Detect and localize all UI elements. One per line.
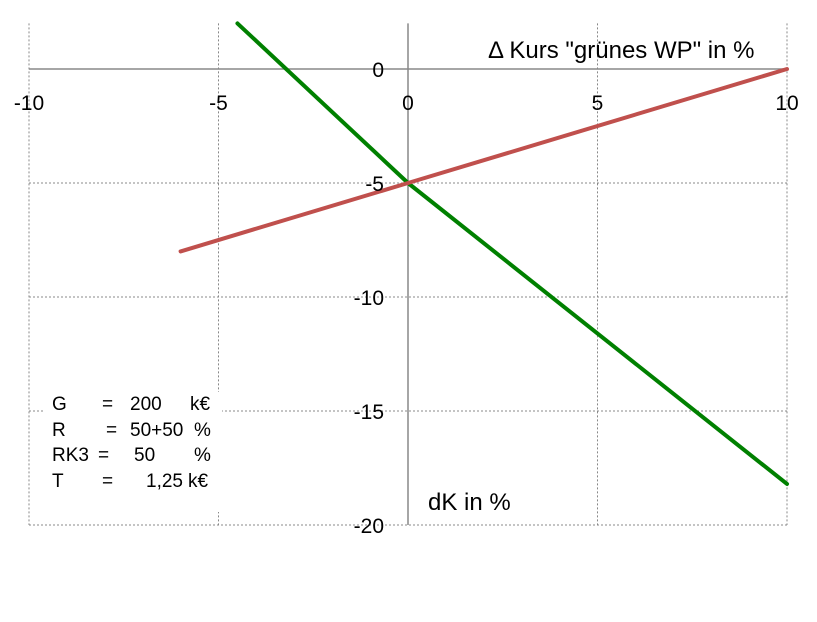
series-line-2 (178, 67, 789, 254)
y-tick-label: -10 (354, 287, 384, 310)
param-unit: k€ (188, 470, 209, 492)
y-axis-label: Δ Kurs "grünes WP" in % (488, 37, 755, 64)
param-symbol: RK3 (52, 445, 89, 466)
y-tick-label: 0 (372, 59, 384, 82)
x-tick-label: 0 (402, 92, 414, 115)
x-tick-label: 5 (592, 92, 604, 115)
x-tick-label: -5 (209, 92, 228, 115)
param-unit: % (194, 419, 211, 441)
y-tick-label: -15 (354, 401, 384, 424)
param-symbol: G (52, 394, 67, 415)
param-row-r: R = 50+50 % (44, 418, 222, 444)
parameter-box: G = 200 k€ R = 50+50 % RK3 = 50 % T = 1,… (44, 392, 222, 512)
param-value: 200 (130, 394, 162, 415)
x-axis-label: dK in % (428, 489, 511, 516)
tick-labels: -10 -5 0 5 10 0 -5 -10 -15 -20 (14, 59, 799, 538)
chart: -10 -5 0 5 10 0 -5 -10 -15 -20 Δ Kurs "grünes WP"… (14, 21, 799, 538)
param-unit: k€ (190, 394, 211, 415)
param-equals: = (106, 419, 118, 441)
x-tick-label: 10 (775, 92, 798, 115)
param-equals: = (102, 470, 114, 492)
param-unit: % (194, 445, 211, 466)
param-symbol: T (52, 470, 64, 492)
param-row-g: G = 200 k€ (44, 392, 222, 418)
param-value: 50 (134, 445, 156, 466)
param-value: 1,25 (146, 470, 183, 492)
param-row-rk3: RK3 = 50 % (44, 443, 222, 469)
param-row-t: T = 1,25 k€ (44, 469, 222, 495)
axes (29, 23, 787, 525)
param-value: 50+50 (130, 419, 184, 441)
param-equals: = (102, 394, 114, 415)
x-tick-label: -10 (14, 92, 44, 115)
series-lines (178, 21, 789, 486)
y-tick-label: -5 (365, 173, 384, 196)
param-symbol: R (52, 419, 66, 441)
y-tick-label: -20 (354, 515, 384, 538)
param-equals: = (98, 445, 110, 466)
